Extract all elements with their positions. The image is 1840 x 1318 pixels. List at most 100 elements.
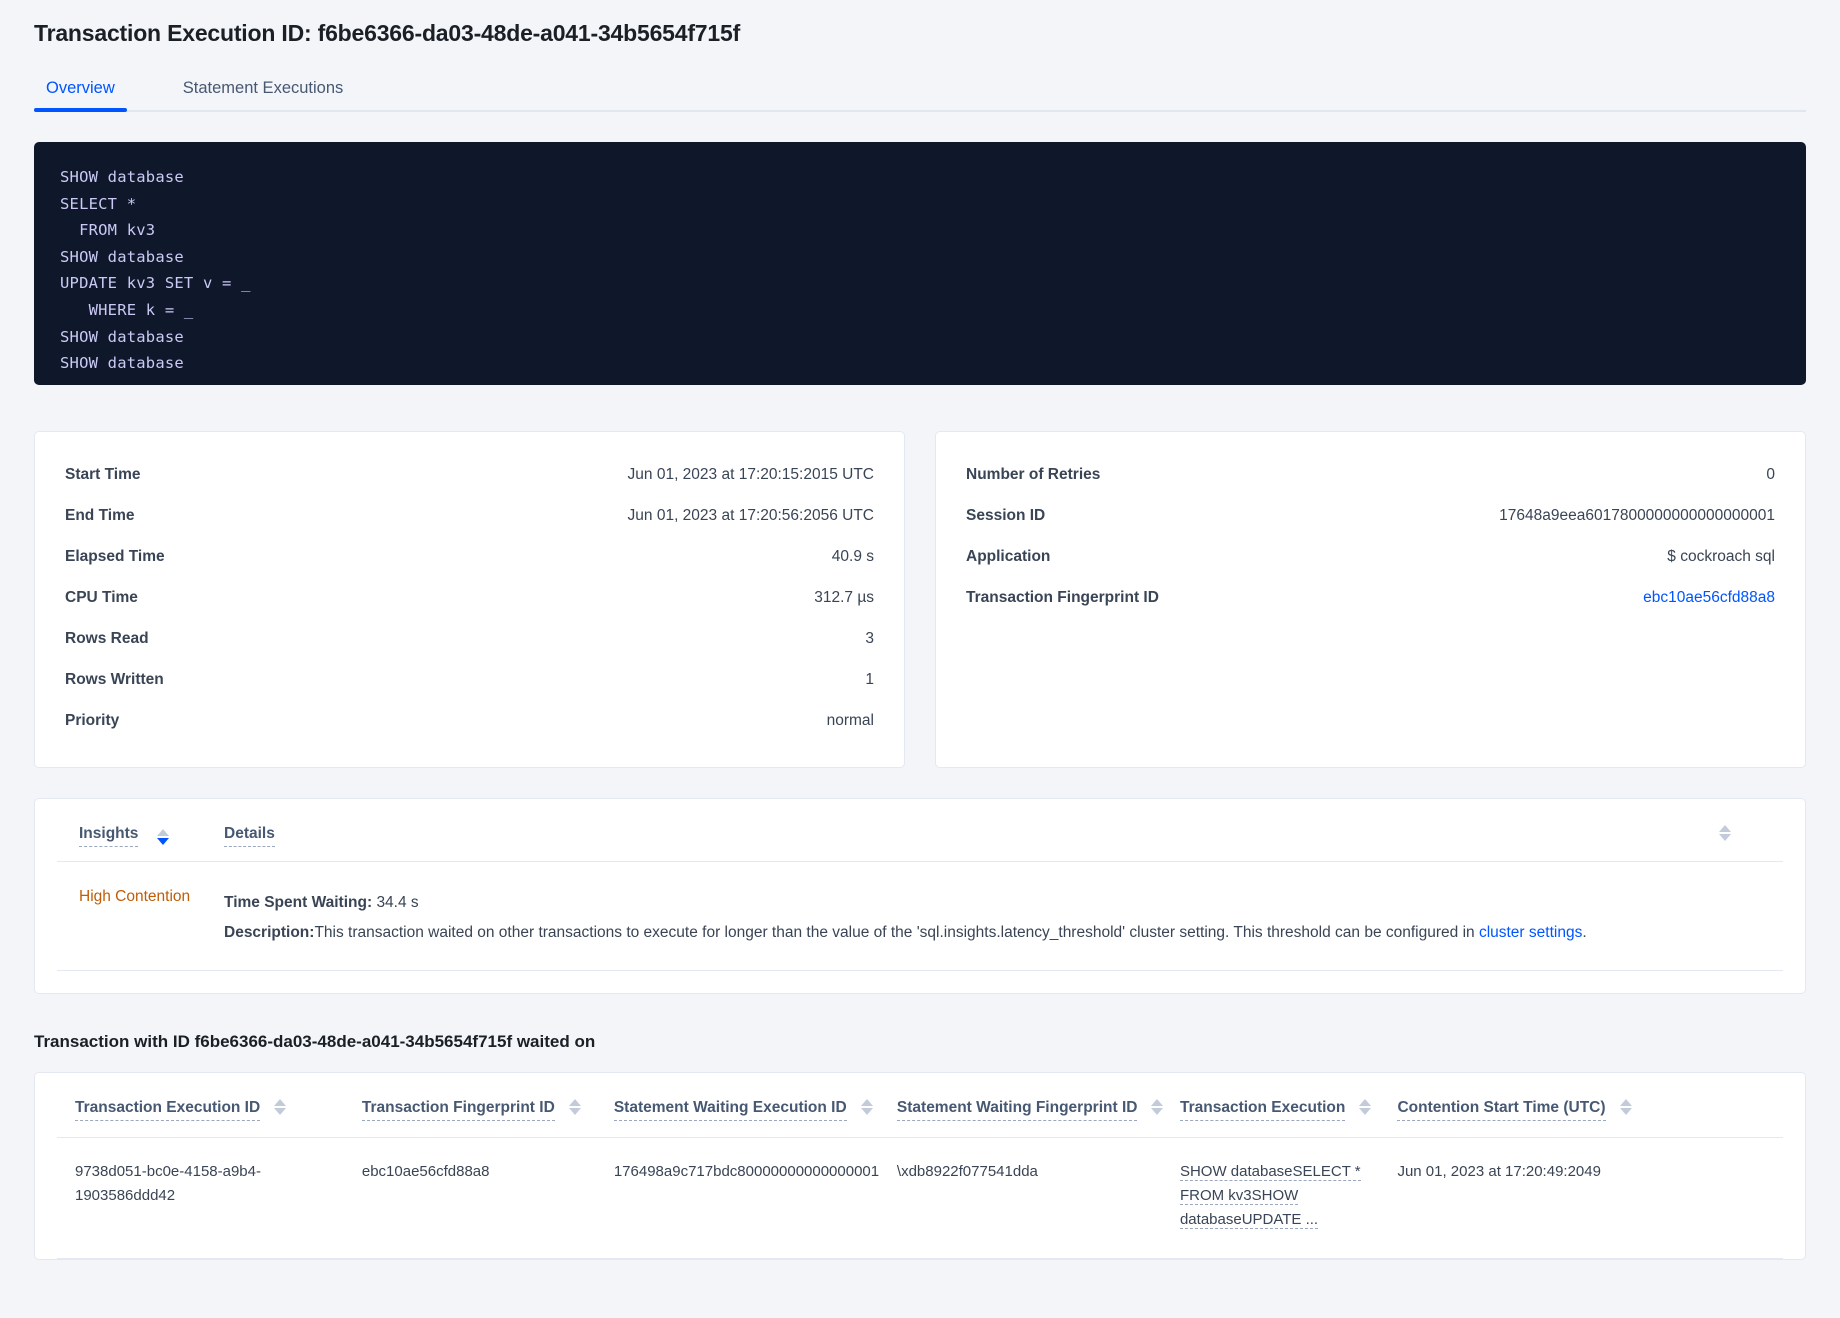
transaction-fingerprint-id-link[interactable]: ebc10ae56cfd88a8: [1643, 588, 1775, 606]
chevron-down-icon: [568, 1108, 581, 1115]
description-tail: .: [1582, 924, 1587, 941]
column-header-label[interactable]: Transaction Execution ID: [75, 1099, 261, 1121]
description-label: Description:: [224, 924, 315, 941]
chevron-down-icon: [274, 1108, 287, 1115]
cell-transaction-execution[interactable]: SHOW databaseSELECT * FROM kv3SHOW datab…: [1171, 1137, 1390, 1259]
table-head: Transaction Execution ID Transaction Fin…: [57, 1073, 1783, 1138]
row-label: Application: [966, 547, 1051, 565]
sort-icon[interactable]: [1151, 1099, 1164, 1115]
th-statement-waiting-execution-id[interactable]: Statement Waiting Execution ID: [605, 1073, 889, 1138]
cell-statement-waiting-fingerprint-id: \xdb8922f077541dda: [888, 1137, 1172, 1259]
th-transaction-execution-id[interactable]: Transaction Execution ID: [57, 1073, 354, 1138]
row-value: Jun 01, 2023 at 17:20:56:2056 UTC: [627, 506, 874, 524]
th-contention-start-time[interactable]: Contention Start Time (UTC): [1389, 1073, 1783, 1138]
row-label: Session ID: [966, 506, 1046, 524]
cell-contention-start-time: Jun 01, 2023 at 17:20:49:2049: [1389, 1137, 1783, 1259]
waited-on-table-card: Transaction Execution ID Transaction Fin…: [34, 1072, 1806, 1260]
row-label: Start Time: [65, 465, 141, 483]
sort-icon[interactable]: [1719, 825, 1731, 841]
info-row: CPU Time 312.7 µs: [65, 577, 874, 618]
insight-details: Time Spent Waiting: 34.4 s Description:T…: [224, 888, 1783, 948]
description-text: This transaction waited on other transac…: [314, 924, 1479, 941]
sort-icon[interactable]: [1359, 1099, 1372, 1115]
summary-cards: Start Time Jun 01, 2023 at 17:20:15:2015…: [34, 431, 1806, 768]
row-value: 17648a9eea6017800000000000000001: [1499, 506, 1775, 524]
chevron-down-icon: [1619, 1108, 1632, 1115]
column-header-label[interactable]: Statement Waiting Execution ID: [613, 1099, 847, 1121]
time-spent-waiting-label: Time Spent Waiting:: [224, 894, 373, 911]
th-statement-waiting-fingerprint-id[interactable]: Statement Waiting Fingerprint ID: [888, 1073, 1172, 1138]
tab-overview[interactable]: Overview: [34, 79, 127, 112]
cell-statement-waiting-execution-id: 176498a9c717bdc80000000000000001: [605, 1137, 889, 1259]
sort-icon[interactable]: [274, 1099, 287, 1115]
transaction-execution-link[interactable]: SHOW databaseSELECT * FROM kv3SHOW datab…: [1179, 1163, 1361, 1229]
info-row: Elapsed Time 40.9 s: [65, 536, 874, 577]
sql-code-block: SHOW database SELECT * FROM kv3 SHOW dat…: [34, 142, 1806, 385]
chevron-down-icon: [1151, 1108, 1164, 1115]
info-row: End Time Jun 01, 2023 at 17:20:56:2056 U…: [65, 495, 874, 536]
chevron-up-icon: [1151, 1099, 1164, 1106]
chevron-up-icon: [156, 829, 169, 836]
sort-icon[interactable]: [568, 1099, 581, 1115]
row-label: Number of Retries: [966, 465, 1101, 483]
info-row: Transaction Fingerprint ID ebc10ae56cfd8…: [966, 577, 1775, 618]
status-badge: High Contention: [79, 888, 191, 905]
row-label: Rows Written: [65, 670, 164, 688]
row-label: End Time: [65, 506, 135, 524]
row-value: 0: [1766, 465, 1775, 483]
time-spent-waiting-line: Time Spent Waiting: 34.4 s: [224, 888, 1783, 918]
column-header-label[interactable]: Transaction Fingerprint ID: [361, 1099, 555, 1121]
page-title: Transaction Execution ID: f6be6366-da03-…: [34, 20, 741, 46]
chevron-up-icon: [1719, 825, 1731, 832]
info-row: Rows Written 1: [65, 659, 874, 700]
th-transaction-execution[interactable]: Transaction Execution: [1171, 1073, 1390, 1138]
table-body: 9738d051-bc0e-4158-a9b4-1903586ddd42 ebc…: [57, 1137, 1783, 1259]
time-spent-waiting-value: 34.4 s: [376, 894, 419, 911]
column-header-label[interactable]: Transaction Execution: [1179, 1099, 1346, 1121]
column-header-label[interactable]: Statement Waiting Fingerprint ID: [896, 1099, 1138, 1121]
info-row: Number of Retries 0: [966, 454, 1775, 495]
chevron-up-icon: [1359, 1099, 1372, 1106]
sort-icon[interactable]: [860, 1099, 873, 1115]
info-row: Priority normal: [65, 700, 874, 741]
chevron-up-icon: [274, 1099, 287, 1106]
row-label: Priority: [65, 711, 120, 729]
row-value: 40.9 s: [831, 547, 874, 565]
row-label: Rows Read: [65, 629, 149, 647]
sql-line: UPDATE kv3 SET v = _: [60, 274, 251, 293]
tab-statement-executions[interactable]: Statement Executions: [182, 79, 344, 97]
sort-icon[interactable]: [1619, 1099, 1632, 1115]
insight-row: High Contention Time Spent Waiting: 34.4…: [57, 862, 1783, 971]
insights-table-header: Insights Details: [57, 825, 1783, 862]
timing-card: Start Time Jun 01, 2023 at 17:20:15:2015…: [34, 431, 905, 768]
waited-on-title: Transaction with ID f6be6366-da03-48de-a…: [34, 1032, 596, 1051]
column-header-label[interactable]: Contention Start Time (UTC): [1397, 1099, 1606, 1121]
sql-line: SHOW database: [60, 247, 184, 266]
chevron-up-icon: [568, 1099, 581, 1106]
waited-on-table: Transaction Execution ID Transaction Fin…: [57, 1073, 1783, 1259]
th-transaction-fingerprint-id[interactable]: Transaction Fingerprint ID: [353, 1073, 606, 1138]
sort-icon[interactable]: [156, 829, 169, 845]
row-value: normal: [826, 711, 874, 729]
row-label: Elapsed Time: [65, 547, 165, 565]
info-row: Start Time Jun 01, 2023 at 17:20:15:2015…: [65, 454, 874, 495]
info-row: Application $ cockroach sql: [966, 536, 1775, 577]
sql-line: SHOW database: [60, 168, 184, 186]
chevron-down-icon: [1719, 834, 1731, 841]
cluster-settings-link[interactable]: cluster settings: [1478, 924, 1583, 941]
table-header-row: Transaction Execution ID Transaction Fin…: [57, 1073, 1783, 1138]
sql-line: WHERE k = _: [60, 300, 194, 319]
insights-column-insights: Insights: [57, 825, 224, 847]
column-header-label[interactable]: Insights: [79, 825, 139, 847]
sql-line: SHOW database: [60, 327, 184, 346]
row-value: 1: [865, 670, 874, 688]
info-row: Rows Read 3: [65, 618, 874, 659]
row-value: 3: [865, 629, 874, 647]
row-value: $ cockroach sql: [1667, 547, 1775, 565]
sql-line: SELECT *: [60, 194, 137, 213]
column-header-label[interactable]: Details: [224, 825, 275, 847]
tab-bar: Overview Statement Executions: [34, 68, 1806, 112]
chevron-up-icon: [1619, 1099, 1632, 1106]
description-line: Description:This transaction waited on o…: [224, 918, 1783, 948]
